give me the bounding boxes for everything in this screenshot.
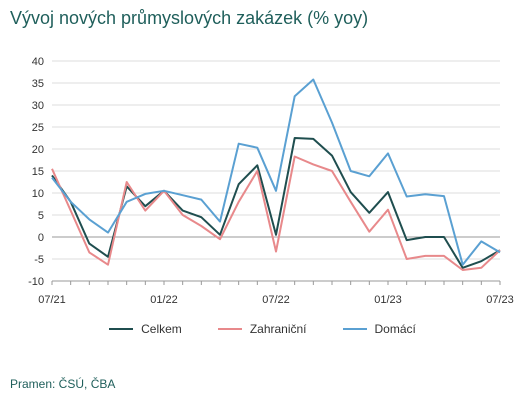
y-tick-label: 20 — [32, 144, 44, 156]
series-line-domaci — [51, 78, 501, 266]
legend-label-celkem: Celkem — [141, 322, 182, 336]
y-tick-label: -5 — [34, 254, 44, 266]
y-tick-label: 35 — [32, 78, 44, 90]
y-tick-label: 10 — [32, 188, 44, 200]
x-tick-label: 07/21 — [38, 294, 66, 306]
source-note: Pramen: ČSÚ, ČBA — [10, 377, 116, 391]
legend-item-celkem: Celkem — [109, 322, 182, 336]
chart-title: Vývoj nových průmyslových zakázek (% yoy… — [10, 8, 369, 28]
x-tick-label: 07/22 — [262, 294, 290, 306]
y-axis-ticks: -10 -5 0 5 10 15 20 25 30 35 40 — [28, 56, 44, 288]
x-tick-label: 01/23 — [374, 294, 402, 306]
legend-label-domaci: Domácí — [374, 322, 416, 336]
x-tick-label: 01/22 — [150, 294, 178, 306]
y-tick-label: 30 — [32, 100, 44, 112]
legend-swatch-celkem — [109, 328, 134, 330]
y-tick-label: 15 — [32, 166, 44, 178]
series-line-zahranicni — [51, 155, 501, 271]
y-tick-label: 5 — [38, 210, 44, 222]
y-tick-label: -10 — [28, 276, 44, 288]
legend-label-zahranicni: Zahraniční — [249, 322, 307, 336]
series-lines — [51, 78, 501, 271]
legend: Celkem Zahraniční Domácí — [0, 322, 525, 336]
legend-item-domaci: Domácí — [342, 322, 416, 336]
legend-swatch-zahranicni — [217, 328, 242, 330]
y-tick-label: 25 — [32, 122, 44, 134]
x-tick-label: 07/23 — [486, 294, 514, 306]
legend-item-zahranicni: Zahraniční — [217, 322, 307, 336]
y-tick-label: 40 — [32, 56, 44, 68]
legend-swatch-domaci — [342, 328, 367, 330]
y-tick-label: 0 — [38, 232, 44, 244]
